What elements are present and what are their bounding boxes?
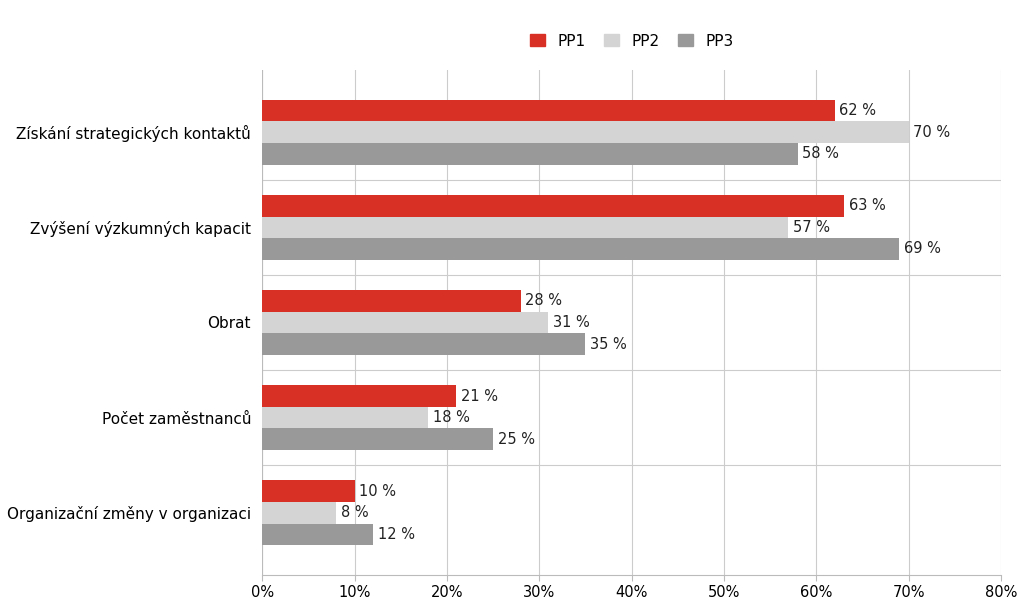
Bar bbox=[262, 143, 798, 164]
Text: 8 %: 8 % bbox=[341, 505, 369, 520]
Bar bbox=[262, 502, 336, 524]
Text: 10 %: 10 % bbox=[359, 484, 396, 499]
Bar bbox=[262, 407, 428, 429]
Text: 18 %: 18 % bbox=[433, 410, 470, 425]
Bar bbox=[262, 121, 908, 143]
Bar bbox=[262, 385, 456, 407]
Text: 21 %: 21 % bbox=[461, 388, 498, 404]
Text: 28 %: 28 % bbox=[525, 293, 562, 308]
Text: 58 %: 58 % bbox=[803, 146, 840, 161]
Bar bbox=[262, 217, 788, 238]
Bar bbox=[262, 195, 844, 217]
Text: 25 %: 25 % bbox=[498, 432, 535, 447]
Legend: PP1, PP2, PP3: PP1, PP2, PP3 bbox=[523, 27, 739, 55]
Bar bbox=[262, 480, 354, 502]
Bar bbox=[262, 333, 586, 355]
Text: 69 %: 69 % bbox=[904, 242, 941, 256]
Text: 57 %: 57 % bbox=[794, 220, 830, 235]
Text: 31 %: 31 % bbox=[553, 315, 590, 330]
Bar bbox=[262, 100, 835, 121]
Bar bbox=[262, 311, 549, 333]
Text: 63 %: 63 % bbox=[849, 198, 886, 213]
Text: 12 %: 12 % bbox=[378, 527, 415, 542]
Text: 62 %: 62 % bbox=[840, 103, 877, 118]
Bar bbox=[262, 429, 493, 450]
Text: 70 %: 70 % bbox=[913, 124, 950, 140]
Text: 35 %: 35 % bbox=[590, 337, 627, 351]
Bar bbox=[262, 290, 521, 311]
Bar bbox=[262, 524, 373, 545]
Bar bbox=[262, 238, 899, 260]
